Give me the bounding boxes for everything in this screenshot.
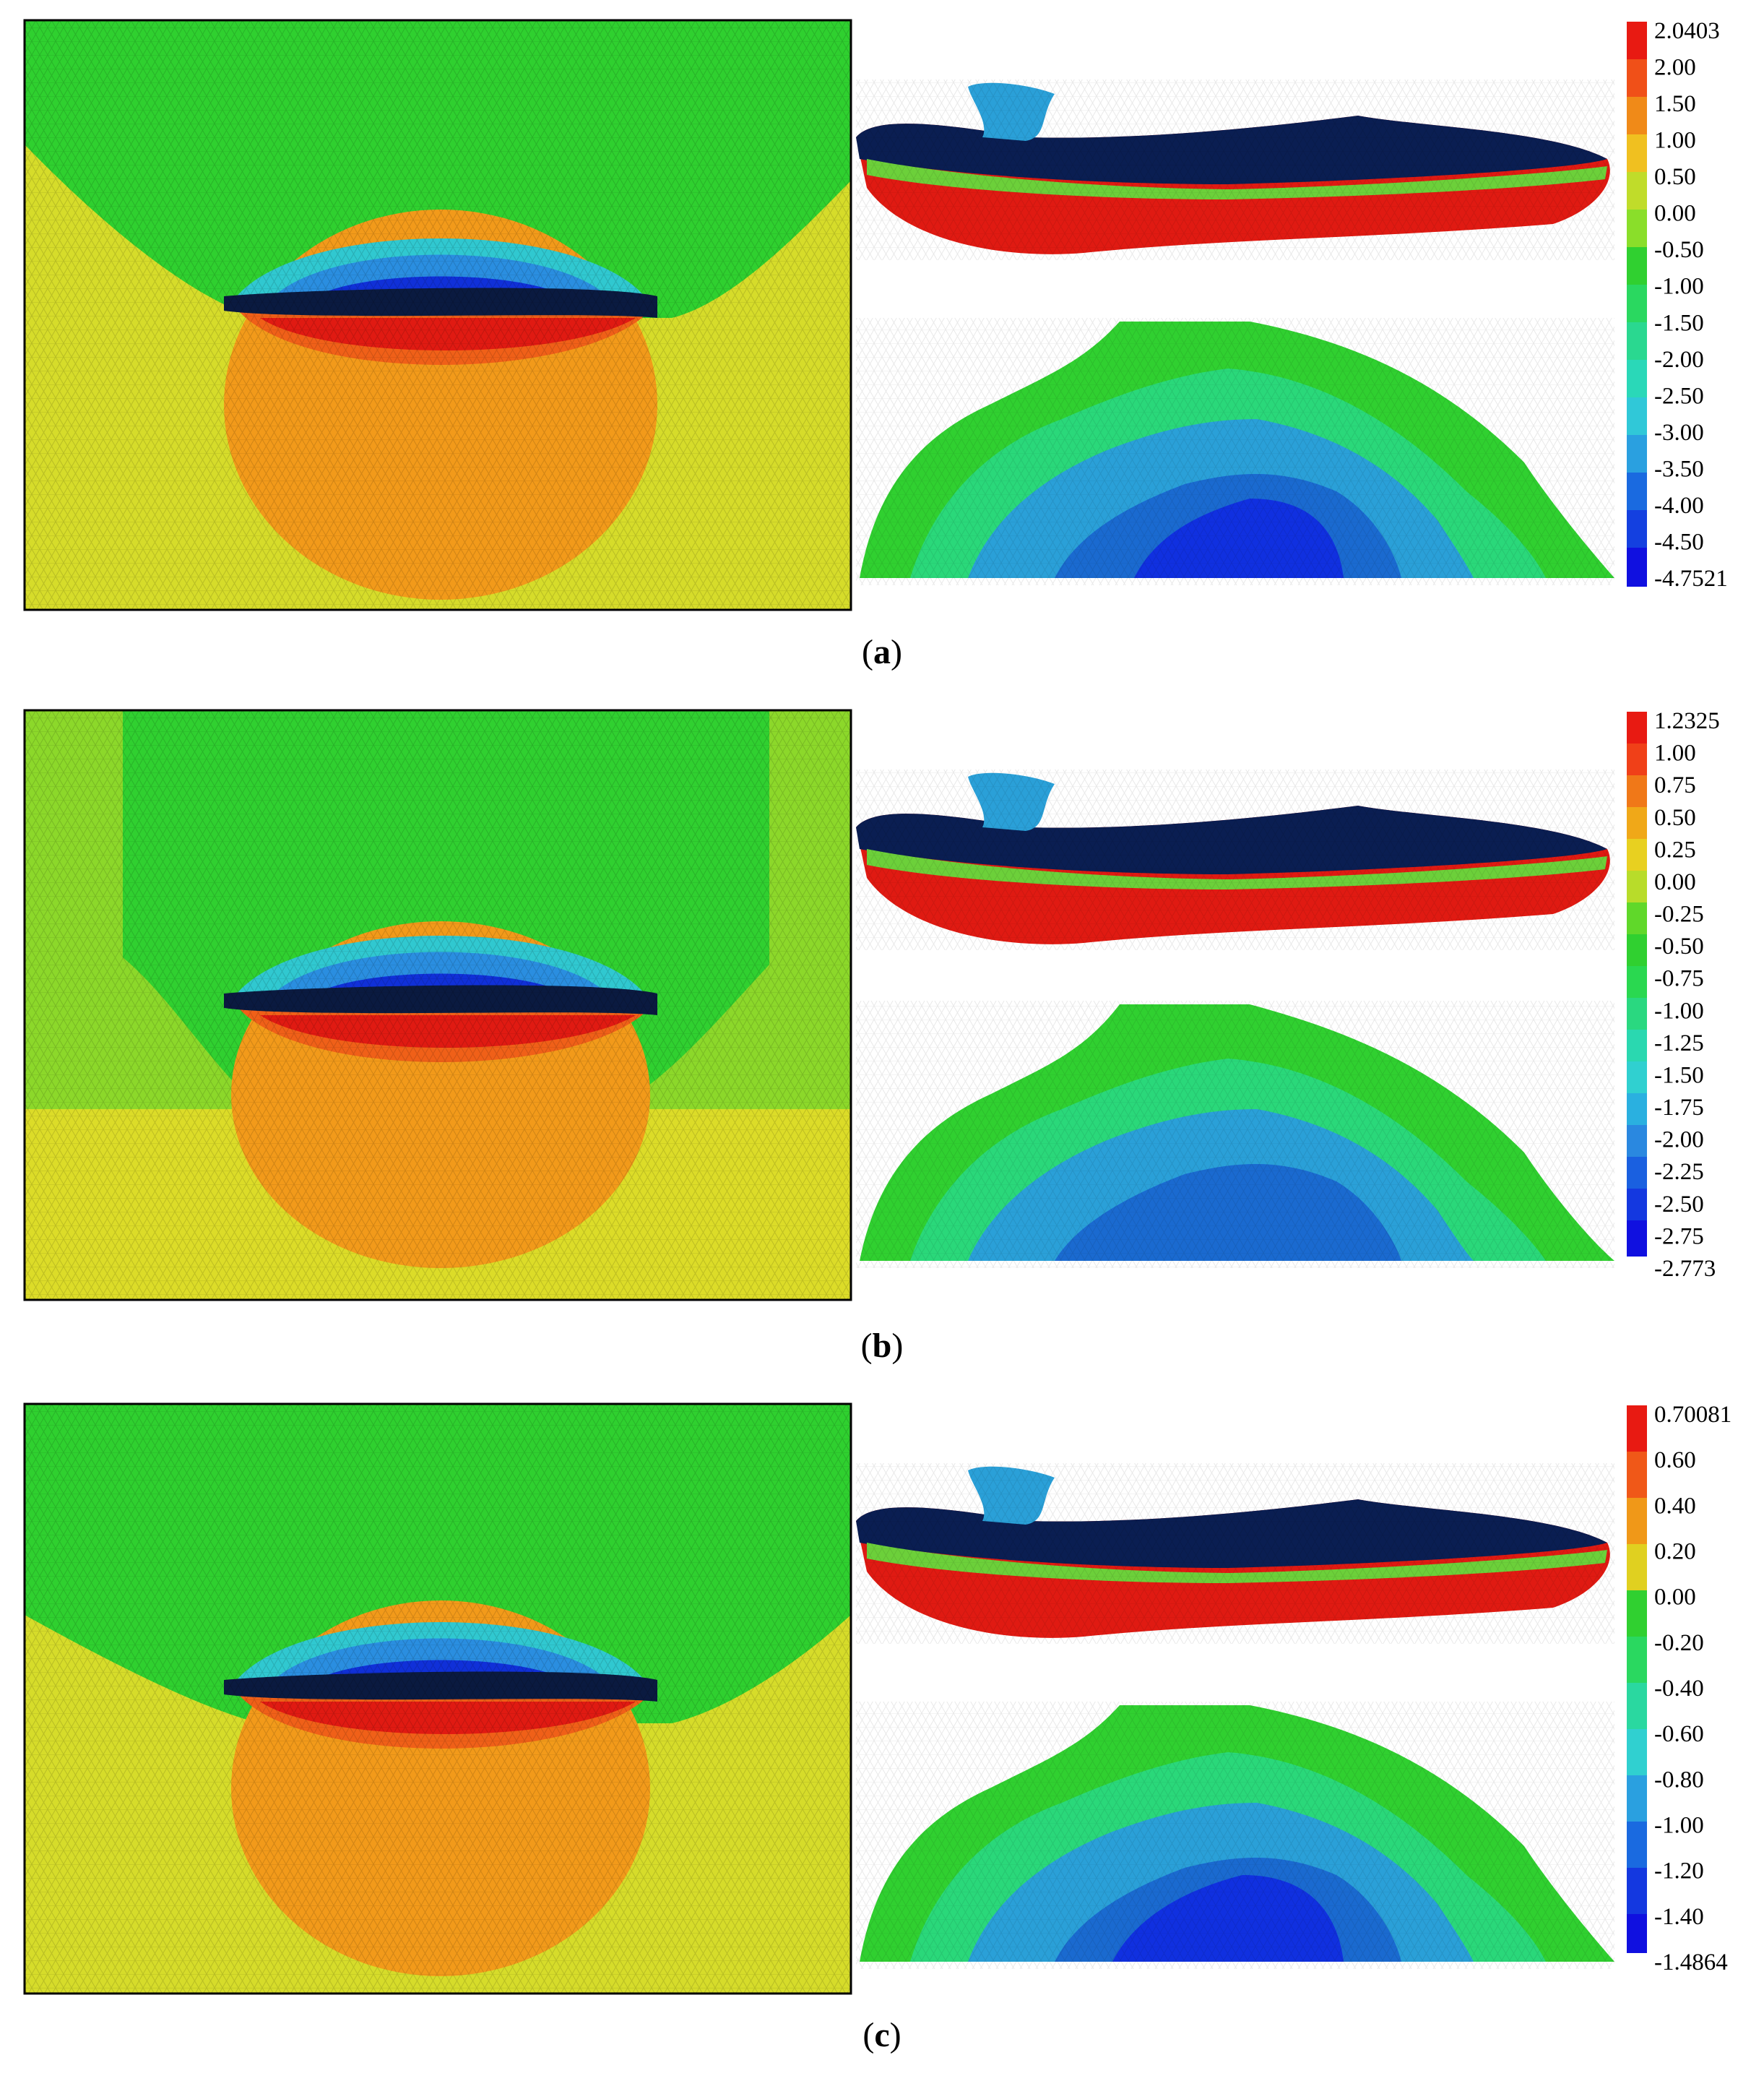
colorbar-tick-label: -0.25	[1654, 902, 1704, 928]
panel-b: 1.2325 1.00 0.75 0.50 0.25 0.00 -0.25 -0.50 -0.7…	[0, 690, 1764, 1384]
colorbar-a: 2.0403 2.00 1.50 1.00 0.50 0.00 -0.50 -1.00 -1.5…	[1627, 18, 1728, 592]
colorbar-tick-label: -0.40	[1654, 1676, 1704, 1702]
contour-figure-b: 1.2325 1.00 0.75 0.50 0.25 0.00 -0.25 -0.50 -0.7…	[23, 708, 1720, 1301]
colorbar-tick-label: -2.50	[1654, 1191, 1704, 1217]
colorbar-tick-label: 2.0403	[1654, 18, 1720, 44]
colorbar-tick-label: -3.00	[1654, 420, 1704, 446]
colorbar-b: 1.2325 1.00 0.75 0.50 0.25 0.00 -0.25 -0.50 -0.7…	[1627, 708, 1720, 1282]
panel-c: 0.70081 0.60 0.40 0.20 0.00 -0.20 -0.40 -0.60 -0…	[0, 1384, 1764, 2073]
colorbar-tick-label: 0.20	[1654, 1539, 1696, 1565]
caption-b: (b)	[860, 1327, 904, 1365]
colorbar-tick-label: -2.75	[1654, 1223, 1704, 1249]
colorbar-tick-label: -1.00	[1654, 274, 1704, 300]
colorbar-tick-label: 1.00	[1654, 741, 1696, 767]
colorbar-tick-label: 2.00	[1654, 55, 1696, 81]
colorbar-tick-label: 0.00	[1654, 201, 1696, 227]
wear-surface-cross-section	[856, 1702, 1614, 1969]
colorbar-tick-label: -1.20	[1654, 1858, 1704, 1884]
contour-figure-a: 2.0403 2.00 1.50 1.00 0.50 0.00 -0.50 -1.00 -1.5…	[23, 18, 1728, 611]
colorbar-tick-label: -4.7521	[1654, 566, 1728, 592]
wear-surface-top-view	[856, 79, 1614, 260]
colorbar-tick-label: -2.50	[1654, 383, 1704, 409]
colorbar-tick-label: -1.50	[1654, 1062, 1704, 1088]
colorbar-tick-label: -2.00	[1654, 347, 1704, 373]
colorbar-tick-label: -0.50	[1654, 934, 1704, 960]
colorbar-tick-label: 0.50	[1654, 805, 1696, 831]
colorbar-tick-label: -0.60	[1654, 1721, 1704, 1747]
colorbar-tick-label: 1.2325	[1654, 708, 1720, 734]
contour-figure-c: 0.70081 0.60 0.40 0.20 0.00 -0.20 -0.40 -0.60 -0…	[23, 1402, 1731, 1995]
colorbar-tick-label: -4.00	[1654, 493, 1704, 519]
colorbar-tick-label: 0.75	[1654, 772, 1696, 798]
colorbar-tick-label: 0.25	[1654, 837, 1696, 863]
colorbar-c: 0.70081 0.60 0.40 0.20 0.00 -0.20 -0.40 -0.60 -0…	[1627, 1402, 1731, 1975]
colorbar-tick-label: -4.50	[1654, 529, 1704, 555]
colorbar-tick-label: -2.00	[1654, 1127, 1704, 1153]
colorbar-tick-label: -1.75	[1654, 1095, 1704, 1121]
wear-surface-top-view	[856, 770, 1614, 950]
mesh-domain-left	[23, 1402, 852, 1995]
colorbar-tick-label: -1.25	[1654, 1030, 1704, 1056]
colorbar-tick-label: -0.75	[1654, 966, 1704, 992]
colorbar-tick-label: -0.80	[1654, 1767, 1704, 1793]
colorbar-tick-label: -0.20	[1654, 1630, 1704, 1656]
colorbar-tick-label: 0.00	[1654, 869, 1696, 895]
colorbar-tick-label: -0.50	[1654, 237, 1704, 263]
mesh-domain-left	[23, 709, 852, 1301]
colorbar-tick-label: 0.40	[1654, 1493, 1696, 1519]
colorbar-ticks-c: 0.70081 0.60 0.40 0.20 0.00 -0.20 -0.40 -0.60 -0…	[1654, 1402, 1731, 1975]
wear-surface-cross-section	[856, 318, 1614, 585]
mesh-domain-left	[23, 19, 852, 611]
colorbar-tick-label: 1.50	[1654, 91, 1696, 117]
caption-c: (c)	[862, 2016, 902, 2054]
colorbar-tick-label: 0.60	[1654, 1447, 1696, 1473]
colorbar-tick-label: 0.70081	[1654, 1402, 1731, 1428]
colorbar-ticks-a: 2.0403 2.00 1.50 1.00 0.50 0.00 -0.50 -1.00 -1.5…	[1654, 18, 1728, 592]
colorbar-tick-label: -2.773	[1654, 1256, 1716, 1282]
colorbar-tick-label: -1.00	[1654, 1813, 1704, 1839]
colorbar-tick-label: -1.50	[1654, 310, 1704, 336]
panel-a: 2.0403 2.00 1.50 1.00 0.50 0.00 -0.50 -1.00 -1.5…	[0, 0, 1764, 690]
wear-surface-top-view	[856, 1463, 1614, 1644]
colorbar-tick-label: -1.4864	[1654, 1949, 1728, 1975]
colorbar-ticks-b: 1.2325 1.00 0.75 0.50 0.25 0.00 -0.25 -0.50 -0.7…	[1654, 708, 1720, 1282]
wear-surface-cross-section	[856, 1001, 1614, 1268]
colorbar-tick-label: 0.50	[1654, 164, 1696, 190]
caption-a: (a)	[862, 633, 902, 671]
colorbar-tick-label: -1.00	[1654, 998, 1704, 1024]
colorbar-tick-label: 0.00	[1654, 1585, 1696, 1611]
colorbar-tick-label: 1.00	[1654, 128, 1696, 154]
colorbar-tick-label: -1.40	[1654, 1904, 1704, 1930]
colorbar-tick-label: -2.25	[1654, 1159, 1704, 1185]
colorbar-tick-label: -3.50	[1654, 456, 1704, 482]
